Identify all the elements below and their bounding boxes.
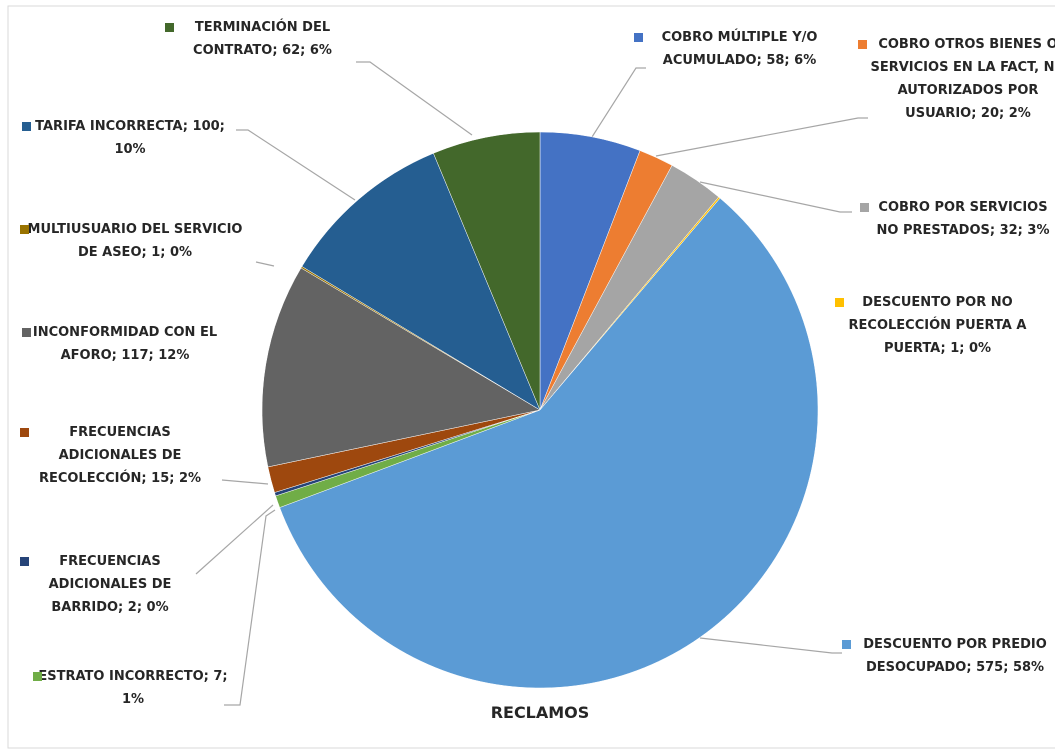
data-label: COBRO OTROS BIENES O SERVICIOS EN LA FAC…: [858, 33, 1055, 125]
leader-line: [224, 509, 276, 706]
data-label: MULTIUSUARIO DEL SERVICIO DE ASEO; 1; 0%: [20, 218, 250, 264]
pie-slice: [279, 197, 819, 689]
data-label: DESCUENTO POR NO RECOLECCIÓN PUERTA A PU…: [830, 291, 1045, 360]
leader-line: [195, 504, 274, 575]
pie-slice: [433, 131, 541, 411]
leader-line: [356, 61, 473, 136]
data-label: TARIFA INCORRECTA; 100; 10%: [20, 115, 240, 161]
data-label: COBRO POR SERVICIOS NO PRESTADOS; 32; 3%: [860, 196, 1055, 242]
data-label: FRECUENCIAS ADICIONALES DE BARRIDO; 2; 0…: [20, 550, 200, 619]
data-label: FRECUENCIAS ADICIONALES DE RECOLECCIÓN; …: [20, 421, 220, 490]
leader-line: [699, 637, 842, 654]
leader-line: [591, 67, 646, 138]
leader-line: [655, 117, 868, 157]
leader-line: [236, 129, 356, 201]
leader-lines: [195, 61, 868, 706]
leader-line: [699, 181, 852, 213]
leader-line: [221, 479, 269, 485]
pie-slice: [301, 152, 541, 411]
pie-slice: [261, 267, 541, 468]
data-label: INCONFORMIDAD CON EL AFORO; 117; 12%: [20, 321, 230, 367]
data-label: DESCUENTO POR PREDIO DESOCUPADO; 575; 58…: [842, 633, 1055, 679]
chart-title: RECLAMOS: [490, 703, 590, 722]
data-label: COBRO MÚLTIPLE Y/O ACUMULADO; 58; 6%: [632, 26, 847, 72]
data-label: ESTRATO INCORRECTO; 7; 1%: [33, 665, 233, 711]
data-label: TERMINACIÓN DEL CONTRATO; 62; 6%: [160, 16, 365, 62]
leader-line: [255, 261, 275, 267]
